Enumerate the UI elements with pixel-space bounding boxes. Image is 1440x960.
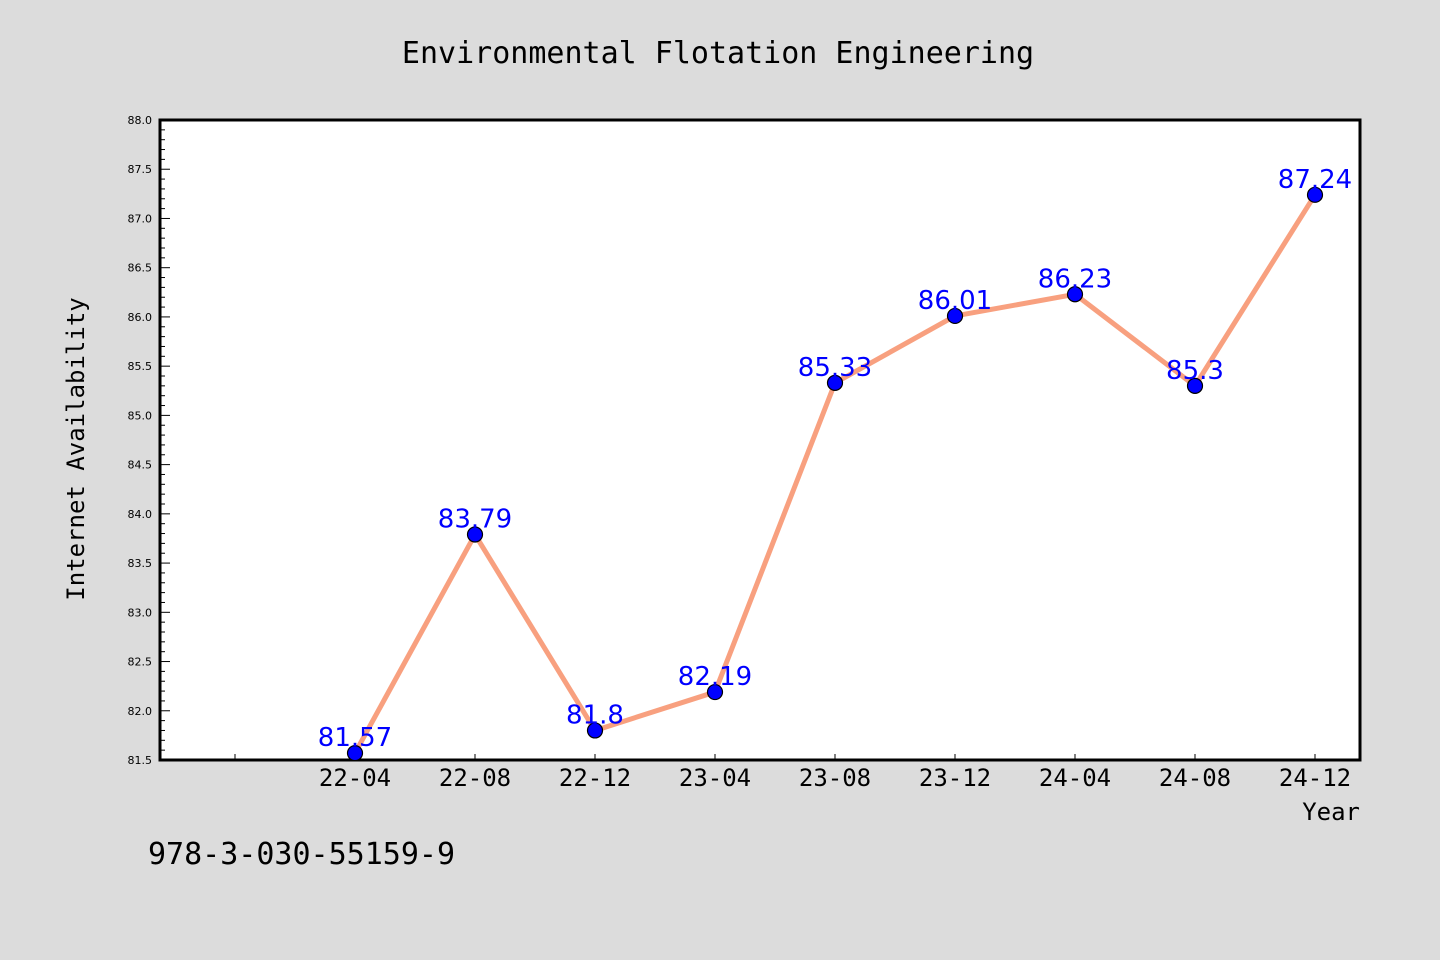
data-point xyxy=(586,722,604,739)
data-label: 87.24 xyxy=(1278,165,1352,195)
y-tick-label: 83.5 xyxy=(128,557,153,570)
y-tick-label: 84.0 xyxy=(128,508,153,521)
isbn-text: 978-3-030-55159-9 xyxy=(148,837,455,872)
data-label: 81.8 xyxy=(566,700,624,730)
series-markers xyxy=(346,186,1324,762)
data-labels: 81.57 83.79 81.8 82.19 85.33 86.01 86.23 85.3 87… xyxy=(318,165,1352,753)
data-label: 86.23 xyxy=(1038,264,1112,294)
x-axis: 22-04 22-08 22-12 23-04 23-08 23-12 24-04 24-08… xyxy=(234,754,1351,792)
data-point xyxy=(946,307,964,325)
y-tick-label: 82.0 xyxy=(128,705,153,718)
y-tick-label: 88.0 xyxy=(128,114,153,127)
x-axis-title: Year xyxy=(1302,798,1360,826)
y-tick-label: 87.0 xyxy=(128,212,153,225)
x-tick-label: 23-04 xyxy=(679,764,751,792)
data-point xyxy=(1186,377,1204,394)
y-tick-label: 85.0 xyxy=(128,409,153,422)
data-label: 86.01 xyxy=(918,286,992,316)
x-tick-label: 22-04 xyxy=(319,764,391,792)
x-tick-label: 24-12 xyxy=(1279,764,1351,792)
data-label: 85.33 xyxy=(798,353,872,383)
y-tick-label: 86.5 xyxy=(128,262,153,275)
plot-area xyxy=(158,118,1362,762)
x-tick-label: 23-12 xyxy=(919,764,991,792)
data-label: 83.79 xyxy=(438,505,512,535)
chart-title: Environmental Flotation Engineering xyxy=(402,36,1034,71)
x-tick-label: 24-08 xyxy=(1159,764,1231,792)
y-tick-label: 83.0 xyxy=(128,606,153,619)
data-point xyxy=(1306,186,1324,203)
data-point xyxy=(1066,286,1084,303)
data-point xyxy=(466,526,484,543)
data-point xyxy=(706,683,724,701)
y-tick-label: 87.5 xyxy=(128,163,153,176)
y-tick-label: 81.5 xyxy=(128,754,153,767)
x-tick-label: 22-12 xyxy=(559,764,631,792)
data-point xyxy=(826,374,844,391)
y-tick-label: 82.5 xyxy=(128,656,153,669)
data-label: 81.57 xyxy=(318,723,392,753)
data-point xyxy=(346,745,364,762)
y-tick-label: 86.0 xyxy=(128,311,153,324)
x-tick-label: 23-08 xyxy=(799,764,871,792)
x-tick-label: 22-08 xyxy=(439,764,511,792)
data-label: 85.3 xyxy=(1166,356,1224,386)
x-tick-label: 24-04 xyxy=(1039,764,1111,792)
y-tick-label: 85.5 xyxy=(128,360,153,373)
y-axis: 81.5 82.0 82.5 83.0 83.5 84.0 84.5 85.0 85.5 86.0… xyxy=(128,114,170,767)
y-tick-label: 84.5 xyxy=(128,459,153,472)
data-label: 82.19 xyxy=(678,662,752,692)
y-axis-title: Internet Availability xyxy=(62,297,90,600)
